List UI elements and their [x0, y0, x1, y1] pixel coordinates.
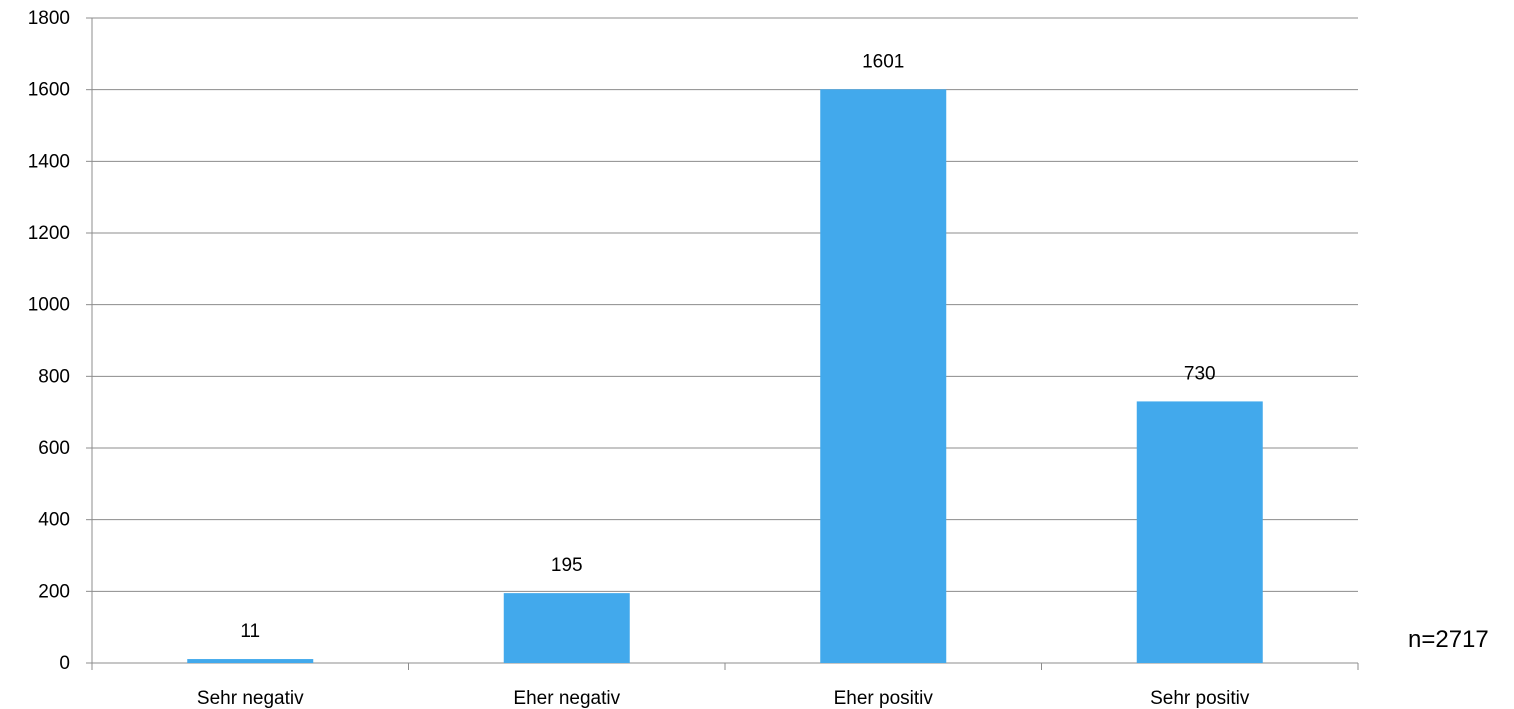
x-tick-label: Sehr positiv	[1150, 688, 1250, 709]
data-label: 195	[551, 555, 583, 576]
x-tick-label: Eher negativ	[513, 688, 620, 709]
y-tick-label: 600	[38, 438, 70, 459]
x-tick-labels: Sehr negativ Eher negativ Eher positiv Sehr…	[197, 688, 1250, 709]
y-tick-label: 1800	[28, 8, 70, 29]
x-tick-label: Sehr negativ	[197, 688, 304, 709]
sample-size-note: n=2717	[1408, 626, 1489, 653]
y-tick-label: 1600	[28, 80, 70, 101]
y-tick-label: 0	[59, 653, 70, 674]
data-label: 11	[240, 621, 260, 642]
y-tick-label: 200	[38, 581, 70, 602]
bar	[187, 659, 314, 663]
y-tick-label: 1200	[28, 223, 70, 244]
data-label: 1601	[862, 51, 904, 72]
y-tick-labels: 0 200 400 600 800 1000 1200 1400 1600 1800	[28, 8, 70, 674]
bar	[503, 593, 630, 663]
bars	[187, 89, 1263, 663]
data-label: 730	[1184, 363, 1216, 384]
gridlines	[92, 17, 1358, 592]
x-tick-label: Eher positiv	[834, 688, 934, 709]
y-tick-label: 1000	[28, 295, 70, 316]
data-labels: 11 195 1601 730	[240, 51, 1215, 642]
y-tick-label: 400	[38, 510, 70, 531]
bar	[820, 89, 947, 663]
y-tick-label: 1400	[28, 151, 70, 172]
y-tick-label: 800	[38, 366, 70, 387]
bar	[1136, 401, 1263, 663]
